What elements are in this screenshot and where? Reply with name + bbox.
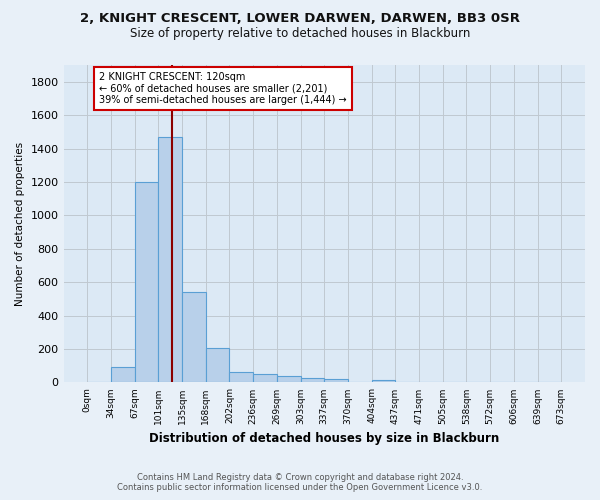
- Text: 2 KNIGHT CRESCENT: 120sqm
← 60% of detached houses are smaller (2,201)
39% of se: 2 KNIGHT CRESCENT: 120sqm ← 60% of detac…: [99, 72, 347, 105]
- Bar: [324, 379, 348, 382]
- X-axis label: Distribution of detached houses by size in Blackburn: Distribution of detached houses by size …: [149, 432, 499, 445]
- Bar: [229, 372, 253, 382]
- Bar: [371, 380, 395, 382]
- Text: Contains HM Land Registry data © Crown copyright and database right 2024.
Contai: Contains HM Land Registry data © Crown c…: [118, 473, 482, 492]
- Bar: [111, 368, 134, 382]
- Bar: [182, 292, 206, 382]
- Text: 2, KNIGHT CRESCENT, LOWER DARWEN, DARWEN, BB3 0SR: 2, KNIGHT CRESCENT, LOWER DARWEN, DARWEN…: [80, 12, 520, 26]
- Bar: [158, 137, 182, 382]
- Text: Size of property relative to detached houses in Blackburn: Size of property relative to detached ho…: [130, 28, 470, 40]
- Bar: [277, 376, 301, 382]
- Y-axis label: Number of detached properties: Number of detached properties: [15, 142, 25, 306]
- Bar: [134, 182, 158, 382]
- Bar: [206, 348, 229, 382]
- Bar: [253, 374, 277, 382]
- Bar: [301, 378, 324, 382]
